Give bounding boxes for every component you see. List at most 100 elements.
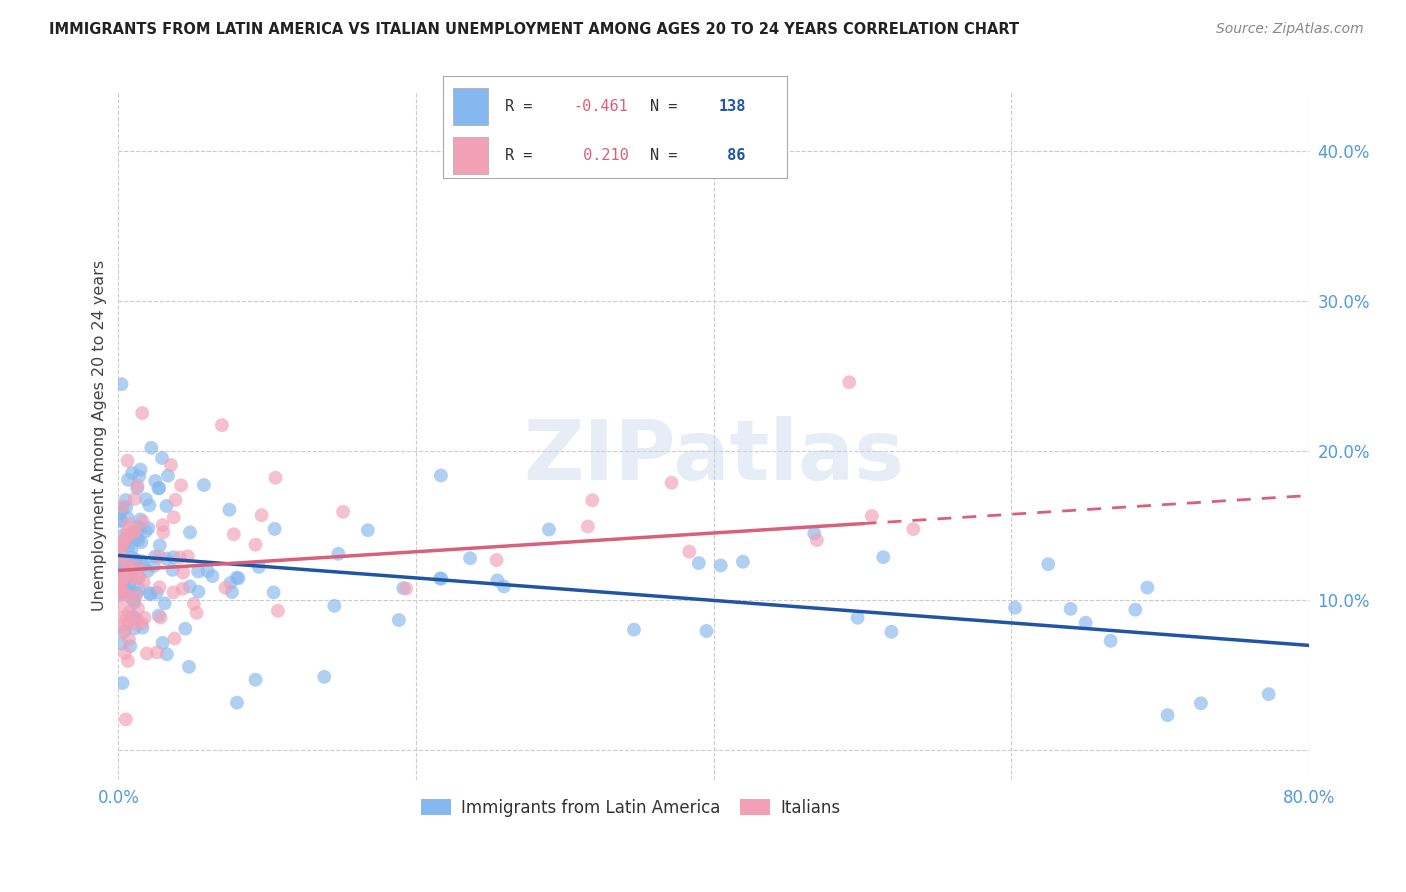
Point bbox=[127, 533, 149, 547]
Point bbox=[148, 481, 170, 495]
Point bbox=[872, 550, 894, 565]
FancyBboxPatch shape bbox=[453, 88, 488, 125]
Point bbox=[695, 624, 717, 638]
Point bbox=[219, 576, 242, 591]
Text: -0.461: -0.461 bbox=[574, 99, 628, 114]
Point bbox=[124, 524, 146, 538]
Point bbox=[118, 632, 141, 647]
Point bbox=[128, 569, 150, 583]
Text: IMMIGRANTS FROM LATIN AMERICA VS ITALIAN UNEMPLOYMENT AMONG AGES 20 TO 24 YEARS : IMMIGRANTS FROM LATIN AMERICA VS ITALIAN… bbox=[49, 22, 1019, 37]
Point bbox=[1099, 633, 1122, 648]
Point bbox=[131, 616, 153, 631]
Point bbox=[118, 615, 141, 630]
Point bbox=[218, 502, 240, 516]
Point bbox=[115, 500, 138, 515]
Point bbox=[163, 632, 186, 646]
Point bbox=[124, 621, 146, 635]
Point bbox=[124, 555, 146, 569]
Point bbox=[114, 646, 136, 660]
Point bbox=[121, 541, 143, 556]
Point bbox=[263, 585, 285, 599]
Point bbox=[731, 555, 754, 569]
Point bbox=[127, 479, 149, 493]
FancyBboxPatch shape bbox=[453, 137, 488, 174]
Legend: Immigrants from Latin America, Italians: Immigrants from Latin America, Italians bbox=[413, 792, 846, 823]
Point bbox=[129, 522, 152, 536]
Point bbox=[170, 478, 193, 492]
Point bbox=[110, 576, 132, 591]
Point bbox=[264, 471, 287, 485]
Point bbox=[124, 571, 146, 585]
Point bbox=[806, 533, 828, 547]
Point bbox=[678, 544, 700, 558]
Text: Source: ZipAtlas.com: Source: ZipAtlas.com bbox=[1216, 22, 1364, 37]
Point bbox=[148, 549, 170, 564]
Point bbox=[127, 520, 149, 534]
Point bbox=[142, 559, 165, 574]
Point bbox=[127, 481, 149, 495]
Point bbox=[183, 597, 205, 611]
Point bbox=[111, 500, 134, 514]
Point bbox=[485, 553, 508, 567]
Point bbox=[111, 583, 134, 598]
Point bbox=[120, 590, 142, 604]
Point bbox=[179, 579, 201, 593]
Point bbox=[120, 567, 142, 582]
Point bbox=[135, 647, 157, 661]
Point bbox=[125, 557, 148, 571]
Point bbox=[124, 612, 146, 626]
Point bbox=[125, 586, 148, 600]
Point bbox=[118, 528, 141, 542]
Point bbox=[121, 530, 143, 544]
Point bbox=[120, 565, 142, 579]
Point bbox=[128, 582, 150, 596]
Point bbox=[120, 573, 142, 587]
Point bbox=[112, 558, 135, 573]
Text: 0.210: 0.210 bbox=[574, 148, 628, 163]
Point bbox=[430, 468, 453, 483]
Point bbox=[108, 545, 131, 559]
Point bbox=[112, 617, 135, 632]
Point bbox=[118, 584, 141, 599]
Point bbox=[110, 567, 132, 582]
Point bbox=[169, 550, 191, 565]
Point bbox=[128, 571, 150, 585]
Point bbox=[131, 554, 153, 568]
Point bbox=[245, 673, 267, 687]
Point bbox=[112, 528, 135, 542]
Point bbox=[581, 493, 603, 508]
Point bbox=[148, 481, 170, 495]
Point bbox=[127, 601, 149, 615]
Point bbox=[108, 515, 131, 529]
Point bbox=[139, 586, 162, 600]
Point bbox=[165, 492, 187, 507]
Point bbox=[117, 454, 139, 468]
Point bbox=[131, 621, 153, 635]
Point bbox=[127, 613, 149, 627]
Point bbox=[880, 624, 903, 639]
Point bbox=[117, 511, 139, 525]
Point bbox=[661, 475, 683, 490]
Point bbox=[110, 581, 132, 595]
Point bbox=[328, 547, 350, 561]
Point bbox=[245, 538, 267, 552]
Point bbox=[122, 593, 145, 607]
Point bbox=[148, 580, 170, 594]
Point bbox=[145, 585, 167, 599]
Point bbox=[1257, 687, 1279, 701]
Point bbox=[688, 556, 710, 570]
Point bbox=[132, 558, 155, 572]
Point bbox=[117, 585, 139, 599]
Point bbox=[430, 572, 453, 586]
Point bbox=[118, 605, 141, 619]
Point bbox=[110, 586, 132, 600]
Point bbox=[129, 512, 152, 526]
Point bbox=[135, 524, 157, 539]
Point bbox=[174, 622, 197, 636]
Point bbox=[110, 377, 132, 392]
Point bbox=[222, 527, 245, 541]
Text: ZIPatlas: ZIPatlas bbox=[523, 416, 904, 497]
Point bbox=[110, 588, 132, 602]
Point bbox=[108, 551, 131, 566]
Point bbox=[112, 599, 135, 613]
